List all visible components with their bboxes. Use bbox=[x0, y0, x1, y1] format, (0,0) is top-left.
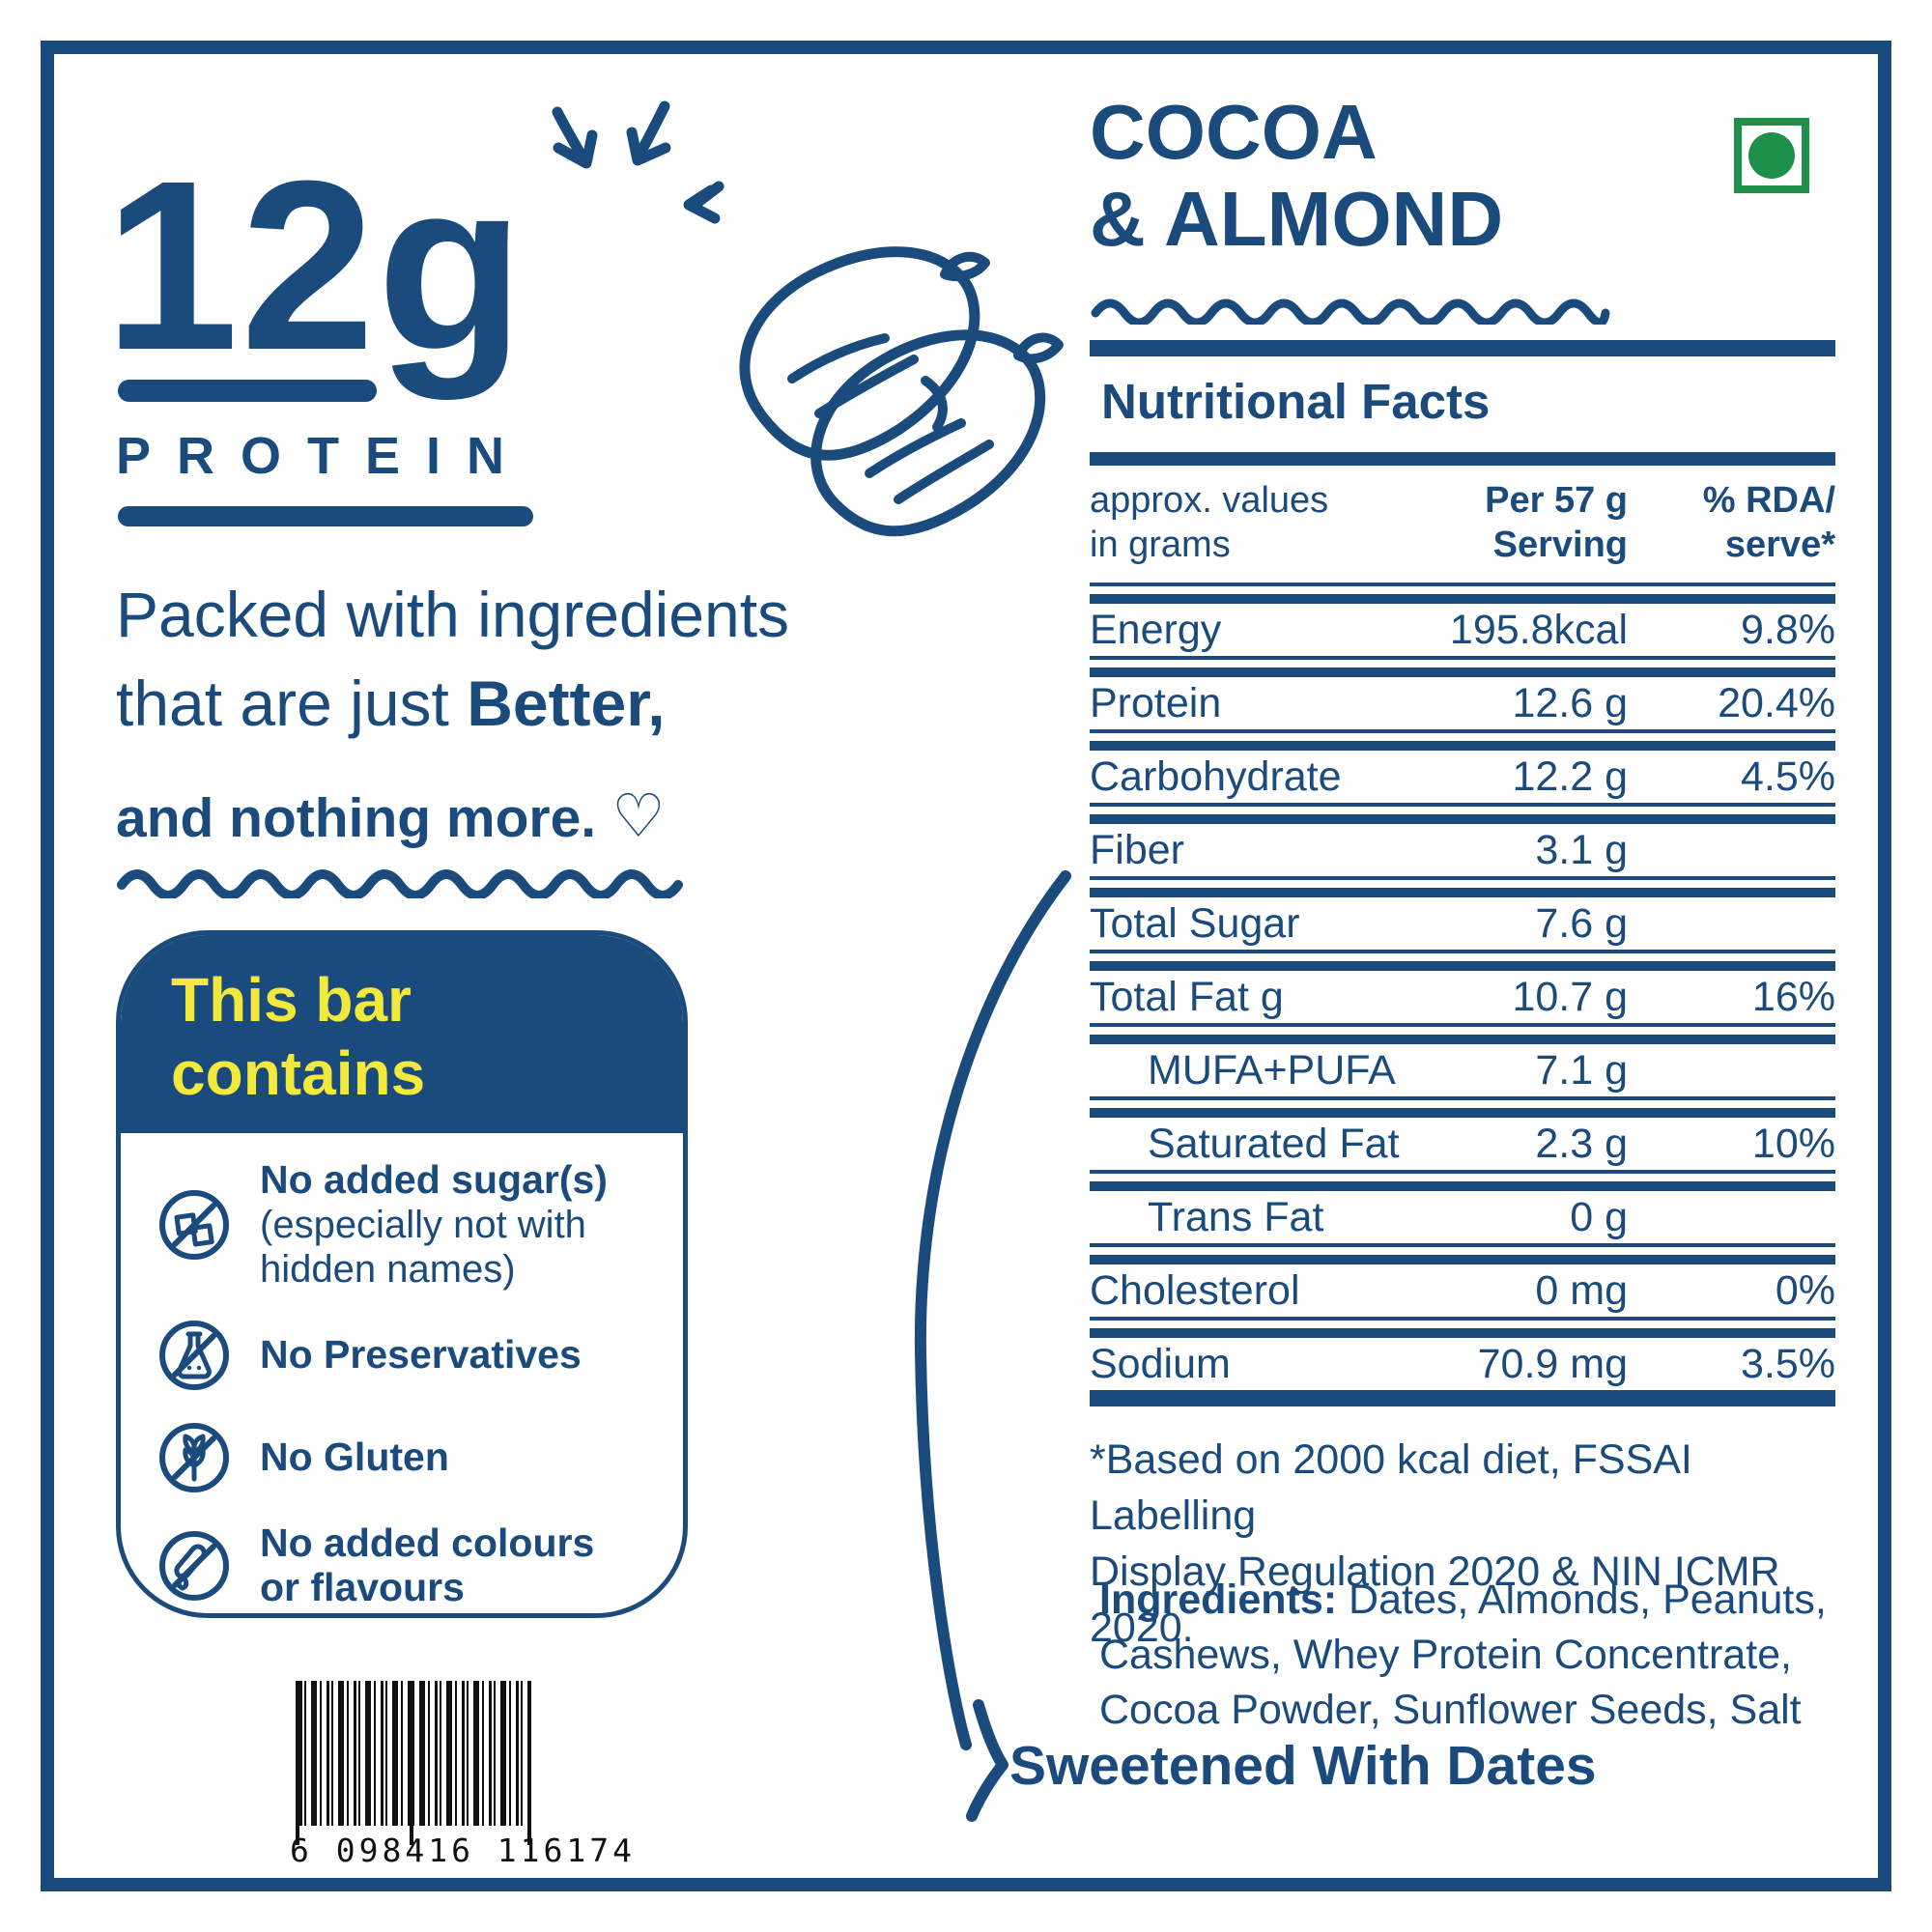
item-title: No Preservatives bbox=[260, 1331, 582, 1377]
underline-protein bbox=[118, 506, 533, 526]
ingredients: Ingredients: Dates, Almonds, Peanuts, Ca… bbox=[1099, 1573, 1853, 1739]
table-row: Cholesterol 0 mg 0% bbox=[1090, 1266, 1835, 1314]
list-item-no-added-colours: No added colours or flavours bbox=[156, 1520, 660, 1610]
barcode: 6 098416 116174 bbox=[290, 1681, 637, 1870]
item-subtitle-line1: (especially not with bbox=[260, 1203, 586, 1246]
ingredients-text: Dates, Almonds, Peanuts, Cashews, Whey P… bbox=[1099, 1577, 1827, 1734]
item-title: No added sugar(s) bbox=[260, 1157, 608, 1202]
table-row: Trans Fat 0 g bbox=[1148, 1193, 1628, 1240]
protein-amount: 12g bbox=[104, 130, 526, 400]
table-row: Saturated Fat 2.3 g 10% bbox=[1148, 1120, 1835, 1167]
tagline-line2-regular: that are just bbox=[116, 668, 468, 739]
underline-12 bbox=[118, 380, 377, 402]
barcode-bars bbox=[299, 1681, 527, 1826]
nutrition-table: approx. values in grams Per 57 g Serving… bbox=[1090, 452, 1835, 1407]
no-preservatives-icon bbox=[159, 1320, 229, 1390]
tagline-line2-bold: Better, bbox=[467, 668, 666, 739]
card-items: No added sugar(s) (especially not with h… bbox=[121, 1133, 683, 1610]
flavor-line2: & ALMOND bbox=[1090, 176, 1504, 263]
table-row: Energy 195.8kcal 9.8% bbox=[1090, 606, 1835, 653]
card-title: This bar contains bbox=[121, 935, 683, 1133]
no-added-sugar-icon bbox=[159, 1189, 229, 1260]
wavy-underline-flavor bbox=[1091, 298, 1610, 325]
table-row: Total Sugar 7.6 g bbox=[1090, 899, 1628, 947]
no-gluten-icon bbox=[159, 1422, 229, 1492]
no-added-colours-icon bbox=[159, 1530, 229, 1601]
item-subtitle-line2: hidden names) bbox=[260, 1247, 516, 1291]
list-item-no-preservatives: No Preservatives bbox=[156, 1317, 660, 1394]
list-item-no-gluten: No Gluten bbox=[156, 1419, 660, 1496]
rda-footnote: *Based on 2000 kcal diet, FSSAI Labellin… bbox=[1090, 1436, 1780, 1652]
card-title-line2: contains bbox=[171, 1037, 426, 1108]
section-rule bbox=[1090, 340, 1835, 356]
table-row: Protein 12.6 g 20.4% bbox=[1090, 679, 1835, 726]
card-title-line1: This bar bbox=[171, 965, 412, 1035]
table-row: Fiber 3.1 g bbox=[1090, 826, 1628, 873]
barcode-digits: 6 098416 116174 bbox=[290, 1832, 637, 1869]
ingredients-label: Ingredients: bbox=[1099, 1577, 1338, 1623]
nutrition-heading: Nutritional Facts bbox=[1101, 374, 1491, 429]
sweetened-with-dates: Sweetened With Dates bbox=[1009, 1735, 1597, 1797]
dates-illustration-icon bbox=[739, 246, 1064, 537]
sketch-arrows-icon bbox=[552, 100, 724, 224]
protein-label: PROTEIN bbox=[116, 427, 531, 485]
this-bar-contains-card: This bar contains No added sugar(s) (esp… bbox=[116, 930, 688, 1618]
table-row: Sodium 70.9 mg 3.5% bbox=[1090, 1340, 1835, 1387]
heart-icon: ♡ bbox=[611, 781, 666, 851]
tagline-line3: and nothing more. ♡ bbox=[116, 781, 666, 851]
item-title: No Gluten bbox=[260, 1434, 449, 1479]
vegetarian-mark-icon bbox=[1734, 118, 1809, 193]
table-header: approx. values in grams Per 57 g Serving… bbox=[1090, 480, 1835, 565]
wavy-underline-tagline bbox=[117, 869, 683, 898]
swoosh-arrow-icon bbox=[914, 870, 1071, 1822]
table-row: Total Fat g 10.7 g 16% bbox=[1090, 973, 1835, 1020]
flavor-title: COCOA & ALMOND bbox=[1090, 89, 1503, 264]
tagline-line1: Packed with ingredients bbox=[116, 579, 790, 650]
list-item-no-added-sugar: No added sugar(s) (especially not with h… bbox=[156, 1157, 660, 1292]
tagline-line2: that are just Better, bbox=[116, 667, 666, 740]
item-title-line1: No added colours bbox=[260, 1520, 595, 1565]
table-row: MUFA+PUFA 7.1 g bbox=[1148, 1046, 1628, 1094]
label-border-frame bbox=[41, 41, 1891, 1891]
table-row: Carbohydrate 12.2 g 4.5% bbox=[1090, 753, 1835, 800]
item-title-line2: or flavours bbox=[260, 1564, 465, 1609]
flavor-line1: COCOA bbox=[1090, 89, 1378, 175]
